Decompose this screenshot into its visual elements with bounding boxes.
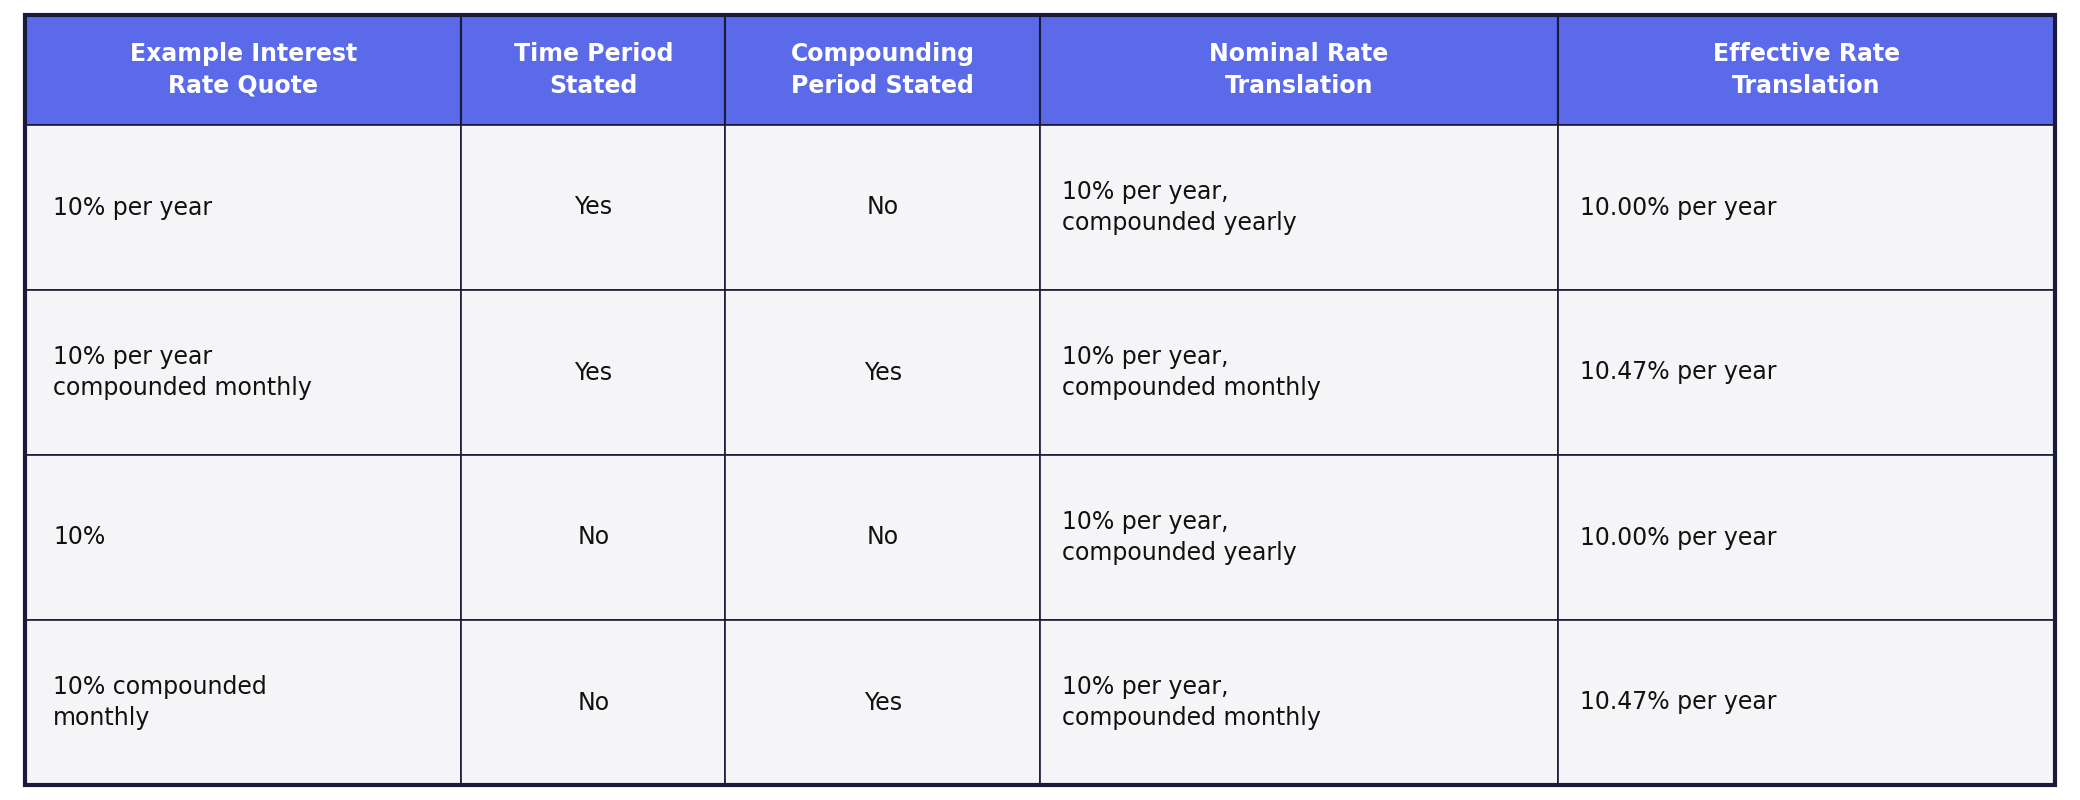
Text: 10.47% per year: 10.47% per year xyxy=(1579,361,1776,385)
Bar xyxy=(25,620,462,785)
Bar xyxy=(726,125,1040,290)
Text: 10% compounded
monthly: 10% compounded monthly xyxy=(52,674,266,730)
Text: 10% per year,
compounded monthly: 10% per year, compounded monthly xyxy=(1063,345,1321,400)
Text: 10%: 10% xyxy=(52,526,106,550)
Text: Nominal Rate
Translation: Nominal Rate Translation xyxy=(1208,42,1389,98)
Text: Time Period
Stated: Time Period Stated xyxy=(514,42,674,98)
Text: 10% per year,
compounded monthly: 10% per year, compounded monthly xyxy=(1063,674,1321,730)
Bar xyxy=(1558,290,2055,455)
Bar xyxy=(726,15,1040,125)
Bar xyxy=(462,290,726,455)
Bar xyxy=(25,290,462,455)
Bar xyxy=(726,455,1040,620)
Text: Yes: Yes xyxy=(574,361,612,385)
Text: 10% per year
compounded monthly: 10% per year compounded monthly xyxy=(52,345,312,400)
Text: 10% per year: 10% per year xyxy=(52,195,212,219)
Bar xyxy=(726,620,1040,785)
Text: 10.47% per year: 10.47% per year xyxy=(1579,690,1776,714)
Text: No: No xyxy=(578,526,609,550)
Bar xyxy=(1558,455,2055,620)
Bar xyxy=(1040,125,1558,290)
Bar xyxy=(726,290,1040,455)
Text: 10.00% per year: 10.00% per year xyxy=(1579,195,1776,219)
Text: Example Interest
Rate Quote: Example Interest Rate Quote xyxy=(129,42,358,98)
Bar xyxy=(462,620,726,785)
Bar xyxy=(1558,620,2055,785)
Text: Yes: Yes xyxy=(863,690,903,714)
Text: No: No xyxy=(578,690,609,714)
Bar xyxy=(25,15,462,125)
Bar xyxy=(25,455,462,620)
Bar xyxy=(462,125,726,290)
Bar xyxy=(1040,290,1558,455)
Bar xyxy=(1558,15,2055,125)
Text: 10.00% per year: 10.00% per year xyxy=(1579,526,1776,550)
Text: Compounding
Period Stated: Compounding Period Stated xyxy=(790,42,976,98)
Text: No: No xyxy=(867,526,899,550)
Text: 10% per year,
compounded yearly: 10% per year, compounded yearly xyxy=(1063,180,1296,235)
Text: Yes: Yes xyxy=(574,195,612,219)
Text: Yes: Yes xyxy=(863,361,903,385)
Bar xyxy=(1040,15,1558,125)
Bar xyxy=(1558,125,2055,290)
Bar xyxy=(1040,455,1558,620)
Text: 10% per year,
compounded yearly: 10% per year, compounded yearly xyxy=(1063,510,1296,566)
Bar xyxy=(462,455,726,620)
Text: Effective Rate
Translation: Effective Rate Translation xyxy=(1712,42,1899,98)
Bar xyxy=(1040,620,1558,785)
Bar xyxy=(25,125,462,290)
Text: No: No xyxy=(867,195,899,219)
Bar xyxy=(462,15,726,125)
